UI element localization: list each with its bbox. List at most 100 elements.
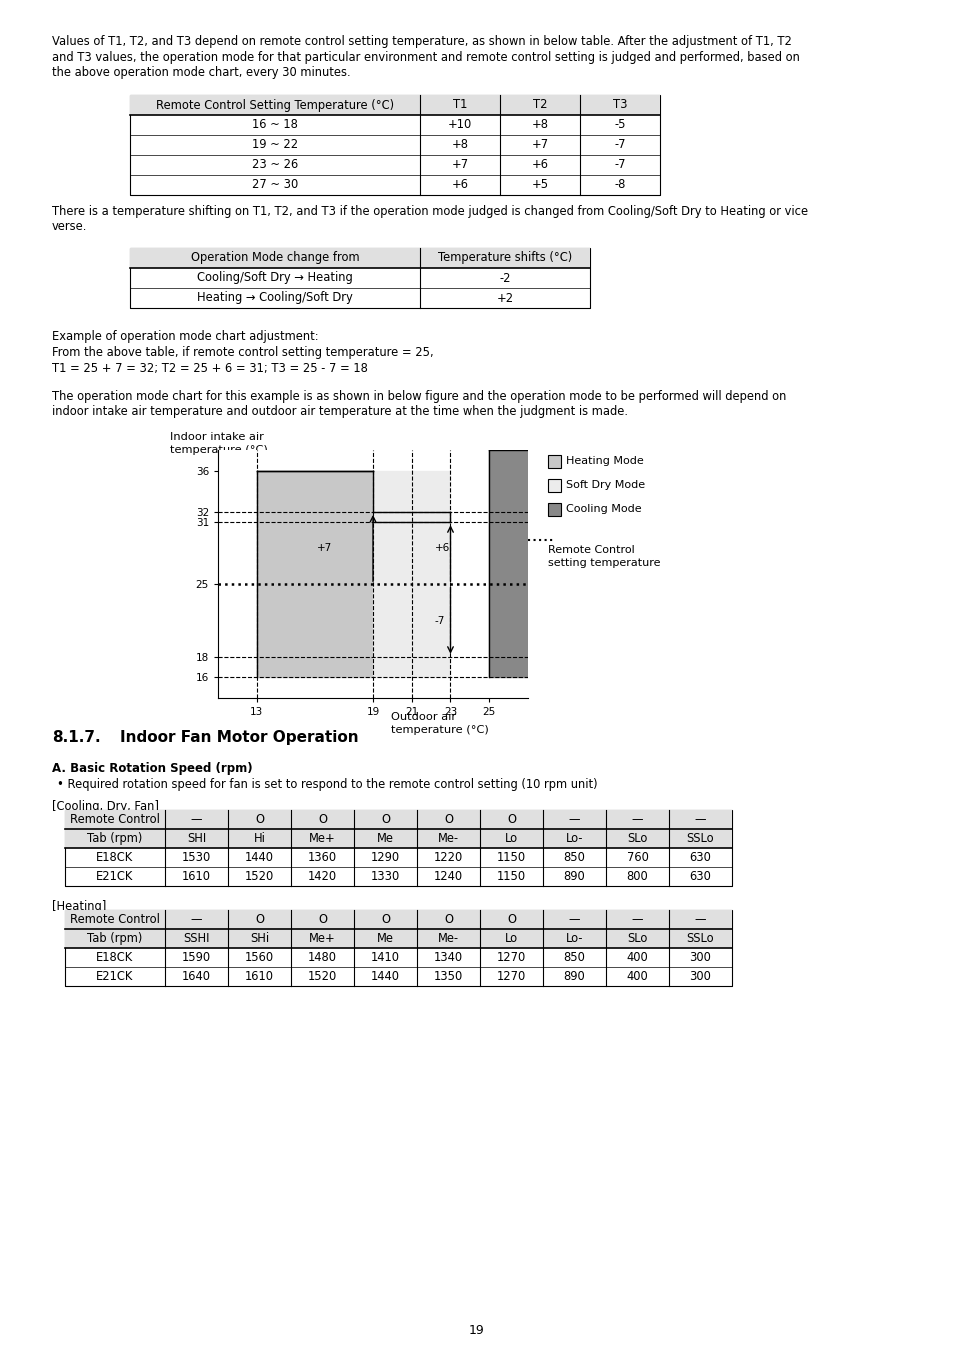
Text: E21CK: E21CK bbox=[96, 870, 133, 884]
Text: T1 = 25 + 7 = 32; T2 = 25 + 6 = 31; T3 = 25 - 7 = 18: T1 = 25 + 7 = 32; T2 = 25 + 6 = 31; T3 =… bbox=[52, 362, 368, 376]
Text: +7: +7 bbox=[316, 543, 332, 553]
Text: 1350: 1350 bbox=[434, 970, 462, 984]
Bar bbox=[489, 450, 527, 677]
Bar bbox=[65, 811, 731, 830]
Text: T2: T2 bbox=[532, 99, 547, 112]
Text: E21CK: E21CK bbox=[96, 970, 133, 984]
Text: [Cooling, Dry, Fan]: [Cooling, Dry, Fan] bbox=[52, 800, 159, 813]
Text: 1330: 1330 bbox=[371, 870, 399, 884]
Text: —: — bbox=[191, 813, 202, 825]
Text: +8: +8 bbox=[531, 119, 548, 131]
Text: There is a temperature shifting on T1, T2, and T3 if the operation mode judged i: There is a temperature shifting on T1, T… bbox=[52, 205, 807, 218]
Text: SHi: SHi bbox=[250, 932, 269, 944]
Text: O: O bbox=[506, 813, 516, 825]
Text: Lo-: Lo- bbox=[565, 932, 582, 944]
Text: +6: +6 bbox=[531, 158, 548, 172]
Bar bbox=[65, 830, 731, 848]
Text: Hi: Hi bbox=[253, 832, 265, 844]
Text: Operation Mode change from: Operation Mode change from bbox=[191, 251, 359, 265]
Bar bbox=[130, 249, 589, 267]
Text: O: O bbox=[254, 813, 264, 825]
Text: 1610: 1610 bbox=[182, 870, 211, 884]
Text: 1590: 1590 bbox=[182, 951, 211, 965]
Text: SSLo: SSLo bbox=[686, 832, 714, 844]
Text: 27 ~ 30: 27 ~ 30 bbox=[252, 178, 297, 192]
Text: Me-: Me- bbox=[437, 932, 458, 944]
Text: 1150: 1150 bbox=[497, 851, 525, 865]
Text: 1560: 1560 bbox=[245, 951, 274, 965]
Text: The operation mode chart for this example is as shown in below figure and the op: The operation mode chart for this exampl… bbox=[52, 390, 785, 403]
Text: 400: 400 bbox=[626, 951, 648, 965]
Bar bbox=[547, 455, 560, 467]
Text: 1360: 1360 bbox=[308, 851, 336, 865]
Text: and T3 values, the operation mode for that particular environment and remote con: and T3 values, the operation mode for th… bbox=[52, 50, 799, 63]
Text: 1610: 1610 bbox=[245, 970, 274, 984]
Text: A. Basic Rotation Speed (rpm): A. Basic Rotation Speed (rpm) bbox=[52, 762, 253, 775]
Text: Lo-: Lo- bbox=[565, 832, 582, 844]
Bar bbox=[547, 480, 560, 492]
Text: 8.1.7.: 8.1.7. bbox=[52, 730, 100, 744]
Text: • Required rotation speed for fan is set to respond to the remote control settin: • Required rotation speed for fan is set… bbox=[57, 778, 597, 790]
Text: T1: T1 bbox=[453, 99, 467, 112]
Text: +6: +6 bbox=[451, 178, 468, 192]
Text: +5: +5 bbox=[531, 178, 548, 192]
Text: temperature (°C): temperature (°C) bbox=[170, 444, 268, 455]
Text: 23 ~ 26: 23 ~ 26 bbox=[252, 158, 297, 172]
Bar bbox=[130, 95, 659, 195]
Text: Me+: Me+ bbox=[309, 932, 335, 944]
Text: —: — bbox=[694, 913, 705, 925]
Text: 1530: 1530 bbox=[182, 851, 211, 865]
Text: 850: 850 bbox=[563, 951, 585, 965]
Text: 1440: 1440 bbox=[371, 970, 399, 984]
Text: -7: -7 bbox=[435, 616, 445, 626]
Text: +8: +8 bbox=[451, 139, 468, 151]
Text: 1480: 1480 bbox=[308, 951, 336, 965]
Text: O: O bbox=[380, 913, 390, 925]
Text: 850: 850 bbox=[563, 851, 585, 865]
Text: SLo: SLo bbox=[627, 932, 647, 944]
Text: SHI: SHI bbox=[187, 832, 206, 844]
Text: temperature (°C): temperature (°C) bbox=[391, 725, 488, 735]
Text: Indoor intake air: Indoor intake air bbox=[170, 432, 264, 442]
Text: 1520: 1520 bbox=[308, 970, 336, 984]
Text: —: — bbox=[568, 913, 579, 925]
Text: O: O bbox=[254, 913, 264, 925]
Text: -5: -5 bbox=[614, 119, 625, 131]
Text: +10: +10 bbox=[447, 119, 472, 131]
Text: -7: -7 bbox=[614, 158, 625, 172]
Text: Indoor Fan Motor Operation: Indoor Fan Motor Operation bbox=[120, 730, 358, 744]
Bar bbox=[373, 470, 450, 677]
Text: Values of T1, T2, and T3 depend on remote control setting temperature, as shown : Values of T1, T2, and T3 depend on remot… bbox=[52, 35, 791, 49]
Text: Temperature shifts (°C): Temperature shifts (°C) bbox=[437, 251, 572, 265]
Text: +7: +7 bbox=[531, 139, 548, 151]
Text: O: O bbox=[380, 813, 390, 825]
Text: verse.: verse. bbox=[52, 220, 88, 234]
Text: SSLo: SSLo bbox=[686, 932, 714, 944]
Text: 1340: 1340 bbox=[434, 951, 462, 965]
Text: 19 ~ 22: 19 ~ 22 bbox=[252, 139, 297, 151]
Text: Tab (rpm): Tab (rpm) bbox=[88, 832, 143, 844]
Text: Remote Control: Remote Control bbox=[70, 913, 160, 925]
Text: —: — bbox=[694, 813, 705, 825]
Text: O: O bbox=[443, 913, 453, 925]
Text: Outdoor air: Outdoor air bbox=[391, 712, 456, 721]
Text: Example of operation mode chart adjustment:: Example of operation mode chart adjustme… bbox=[52, 330, 318, 343]
Text: 630: 630 bbox=[689, 870, 711, 884]
Text: Soft Dry Mode: Soft Dry Mode bbox=[565, 480, 644, 490]
Text: —: — bbox=[631, 913, 642, 925]
Text: Me-: Me- bbox=[437, 832, 458, 844]
Text: +7: +7 bbox=[451, 158, 468, 172]
Text: 1290: 1290 bbox=[371, 851, 399, 865]
Text: Lo: Lo bbox=[504, 932, 517, 944]
Text: —: — bbox=[631, 813, 642, 825]
Text: -2: -2 bbox=[498, 272, 510, 285]
Text: Cooling Mode: Cooling Mode bbox=[565, 504, 641, 513]
Text: Remote Control Setting Temperature (°C): Remote Control Setting Temperature (°C) bbox=[155, 99, 394, 112]
Text: 1270: 1270 bbox=[497, 951, 525, 965]
Text: Cooling/Soft Dry → Heating: Cooling/Soft Dry → Heating bbox=[197, 272, 353, 285]
Text: 630: 630 bbox=[689, 851, 711, 865]
Text: O: O bbox=[317, 913, 327, 925]
Text: 1410: 1410 bbox=[371, 951, 399, 965]
Text: 300: 300 bbox=[689, 970, 711, 984]
Text: Tab (rpm): Tab (rpm) bbox=[88, 932, 143, 944]
